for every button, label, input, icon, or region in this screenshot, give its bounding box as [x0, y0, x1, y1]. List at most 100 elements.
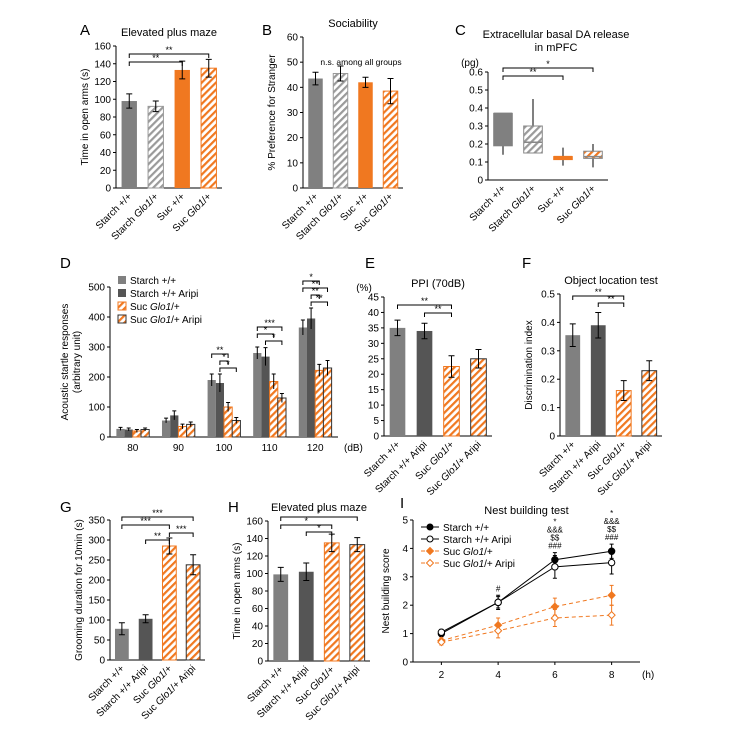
y-tick-label: 0	[292, 184, 298, 195]
significance-bracket	[256, 326, 283, 331]
annotation-label: &&&	[604, 517, 621, 526]
series-line	[441, 562, 612, 633]
significance-label: **	[154, 531, 162, 541]
error-bar	[164, 417, 169, 423]
y-tick-label: 60	[100, 130, 112, 141]
y-tick-label: 20	[368, 370, 380, 381]
data-point	[607, 591, 616, 600]
legend-marker	[425, 546, 435, 556]
bar	[332, 72, 349, 189]
chart-title: Nest building test	[484, 505, 568, 517]
significance-bracket	[310, 301, 329, 306]
y-tick-label: 160	[246, 517, 263, 528]
series-line	[441, 550, 612, 635]
significance-label: ***	[264, 318, 275, 328]
y-tick-label: 0.5	[541, 290, 555, 301]
y-tick-label: 0.1	[469, 158, 483, 169]
error-bar	[317, 363, 322, 377]
error-bar	[188, 421, 193, 427]
significance-label: *	[309, 272, 313, 282]
data-point	[494, 598, 502, 607]
significance-label: **	[421, 296, 429, 306]
error-bar	[312, 71, 319, 86]
annotation-label: ###	[605, 533, 619, 542]
significance-bracket	[502, 75, 564, 80]
significance-bracket	[424, 312, 452, 317]
panel-letter-G: G	[60, 499, 72, 516]
panel-D: 0 100 200 300 400 500 80 90 100 110 120 (dB) Acousti…	[60, 272, 363, 454]
bar	[207, 380, 216, 437]
error-bar	[387, 78, 394, 105]
error-bar	[394, 319, 401, 337]
y-tick-label: 0.6	[469, 68, 483, 79]
significance-label: *	[304, 516, 308, 526]
bar	[470, 358, 487, 437]
x-tick-label: 4	[495, 670, 501, 681]
data-point	[607, 610, 616, 620]
bar	[170, 415, 179, 437]
y-tick-label: 0.3	[541, 346, 555, 357]
y-tick-label: 60	[287, 33, 299, 44]
y-tick-label: 20	[252, 639, 264, 650]
significance-bracket	[310, 294, 320, 299]
significance-label: **	[595, 287, 603, 297]
y-axis-label: Time in open arms (s)	[80, 69, 91, 166]
x-tick-label: 100	[216, 443, 233, 454]
error-bar	[620, 380, 627, 401]
x-tick-label: 8	[609, 670, 615, 681]
significance-label: *	[264, 325, 268, 335]
data-point	[437, 628, 446, 636]
y-axis-label: Grooming duration for 10min (s)	[74, 519, 85, 661]
y-tick-label: 140	[246, 534, 263, 545]
error-bar	[180, 423, 185, 429]
annotation-label: $$	[550, 534, 559, 543]
y-tick-label: 100	[94, 95, 111, 106]
y-tick-label: 140	[94, 59, 111, 70]
chart-title-line2: in mPFC	[535, 42, 578, 54]
legend-label: Starch +/+	[130, 276, 176, 287]
chart-title: Elevated plus maze	[271, 502, 367, 514]
significance-label: **	[312, 286, 320, 296]
error-bar	[300, 319, 305, 335]
panel-letter-A: A	[80, 22, 90, 39]
bar	[298, 327, 307, 437]
error-bar	[271, 373, 276, 389]
error-bar	[277, 566, 284, 582]
y-tick-label: 80	[100, 113, 112, 124]
y-tick-label: 250	[88, 556, 105, 567]
significance-label: **	[165, 45, 173, 55]
bar	[298, 571, 314, 661]
y-axis-label: Acoustic startle responses	[60, 304, 71, 421]
significance-label: *	[222, 352, 226, 362]
y-tick-label: 0	[477, 176, 483, 187]
error-bar	[118, 426, 123, 431]
y-tick-label: 0.2	[541, 375, 555, 386]
bar	[161, 420, 171, 437]
y-tick-label: 40	[368, 308, 380, 319]
y-tick-label: 100	[88, 403, 105, 414]
bar	[253, 353, 262, 437]
y-tick-label: 40	[287, 83, 299, 94]
significance-label: *	[317, 523, 321, 533]
error-bar	[303, 562, 310, 581]
significance-label: *	[317, 508, 321, 518]
x-tick-label: 120	[307, 443, 324, 454]
error-bar	[205, 58, 212, 78]
y-tick-label: 150	[88, 596, 105, 607]
bar	[215, 383, 224, 437]
bar	[358, 82, 373, 188]
significance-bracket	[280, 524, 333, 529]
y-tick-label: 0	[105, 184, 111, 195]
error-bar	[362, 76, 369, 88]
error-bar	[172, 410, 177, 420]
panel-letter-B: B	[262, 22, 272, 39]
y-tick-label: 20	[100, 166, 112, 177]
y-tick-label: 35	[368, 323, 380, 334]
legend-label: Suc Glo1/+	[130, 302, 180, 313]
error-bar	[142, 614, 149, 624]
legend-swatch	[118, 276, 126, 284]
y-tick-label: 4	[402, 544, 408, 555]
